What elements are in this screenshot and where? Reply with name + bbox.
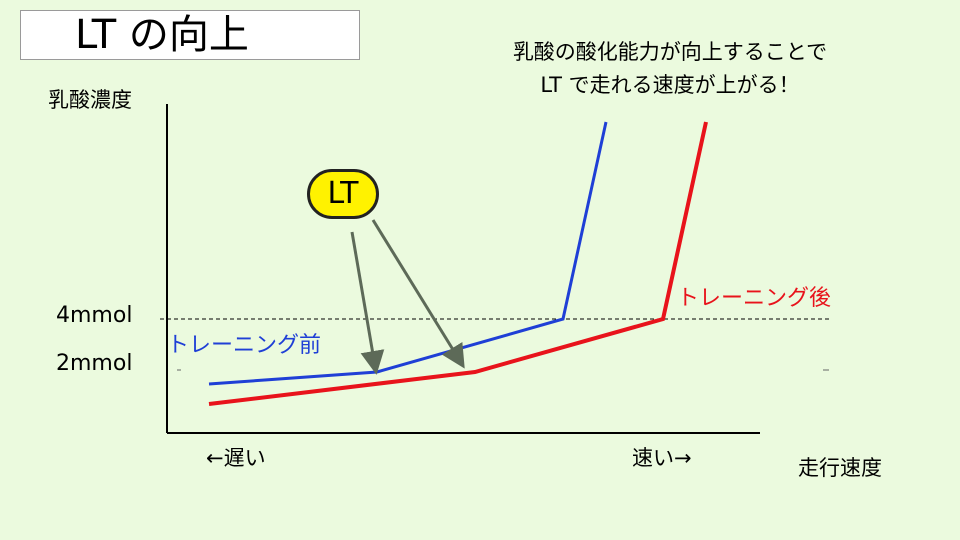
- slide-title: LT の向上: [75, 12, 249, 58]
- lt-arrow-before: [350, 231, 385, 375]
- y-axis-label: 乳酸濃度: [48, 88, 132, 112]
- x-axis-label: 走行速度: [798, 456, 882, 480]
- x-fast-label: 速い→: [632, 446, 692, 470]
- before-training-curve: [208, 121, 608, 386]
- y-tick-2mmol: 2mmol: [56, 351, 133, 376]
- after-training-curve: [208, 121, 708, 406]
- key-message-line-2: LT で走れる速度が上がる！: [540, 73, 800, 97]
- title-box: LT の向上: [20, 10, 360, 60]
- x-slow-label: ←遅い: [206, 446, 266, 470]
- after-training-label: トレーニング後: [677, 286, 832, 311]
- lt-arrow-after: [371, 219, 465, 369]
- key-message: 乳酸の酸化能力が向上することで LT で走れる速度が上がる！: [420, 36, 920, 102]
- y-tick-4mmol: 4mmol: [56, 303, 133, 328]
- lt-badge: LT: [307, 169, 379, 219]
- before-training-label: トレーニング前: [167, 333, 322, 358]
- key-message-line-1: 乳酸の酸化能力が向上することで: [512, 40, 828, 64]
